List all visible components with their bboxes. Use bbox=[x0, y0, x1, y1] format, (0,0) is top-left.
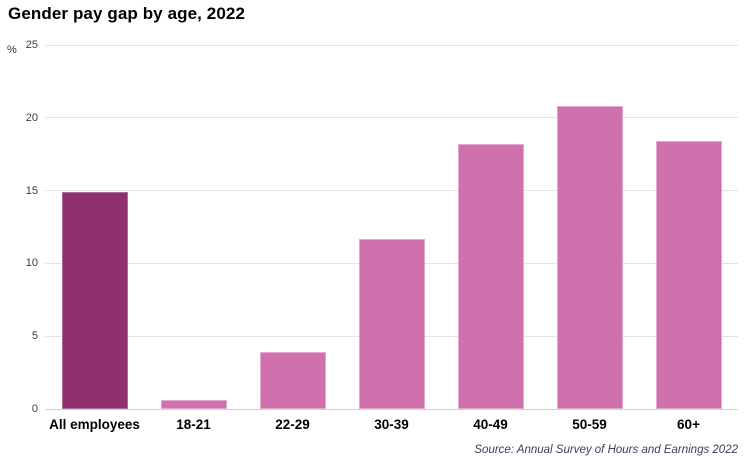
y-tick-label-20: 20 bbox=[25, 111, 38, 124]
bar-22-29 bbox=[259, 352, 326, 409]
plot-area bbox=[45, 44, 738, 410]
bar-50-59 bbox=[556, 106, 623, 409]
x-axis-label-18-21: 18-21 bbox=[176, 417, 211, 432]
y-tick-label-0: 0 bbox=[31, 403, 38, 415]
chart-title: Gender pay gap by age, 2022 bbox=[8, 4, 246, 23]
x-axis-label-30-39: 30-39 bbox=[374, 417, 409, 432]
y-axis-unit-label: % bbox=[7, 44, 17, 56]
gridline-0 bbox=[45, 408, 738, 410]
y-tick-label-25: 25 bbox=[25, 39, 38, 51]
bar-40-49 bbox=[457, 144, 524, 409]
y-tick-label-15: 15 bbox=[25, 184, 38, 197]
x-axis-label-50-59: 50-59 bbox=[572, 417, 607, 432]
x-axis-label-all-employees: All employees bbox=[49, 417, 140, 432]
bar-60- bbox=[655, 141, 722, 409]
gridline-15 bbox=[45, 190, 738, 192]
gridline-25 bbox=[45, 44, 738, 46]
gridline-20 bbox=[45, 117, 738, 119]
x-axis-label-22-29: 22-29 bbox=[275, 417, 310, 432]
source-note: Source: Annual Survey of Hours and Earni… bbox=[474, 444, 738, 456]
x-axis-label-60-: 60+ bbox=[677, 417, 700, 432]
bar-18-21 bbox=[160, 400, 227, 409]
bar-all-employees bbox=[61, 192, 128, 409]
x-axis-label-40-49: 40-49 bbox=[473, 417, 508, 432]
y-tick-label-5: 5 bbox=[31, 330, 38, 343]
bar-30-39 bbox=[358, 238, 425, 409]
y-tick-label-10: 10 bbox=[25, 257, 38, 270]
